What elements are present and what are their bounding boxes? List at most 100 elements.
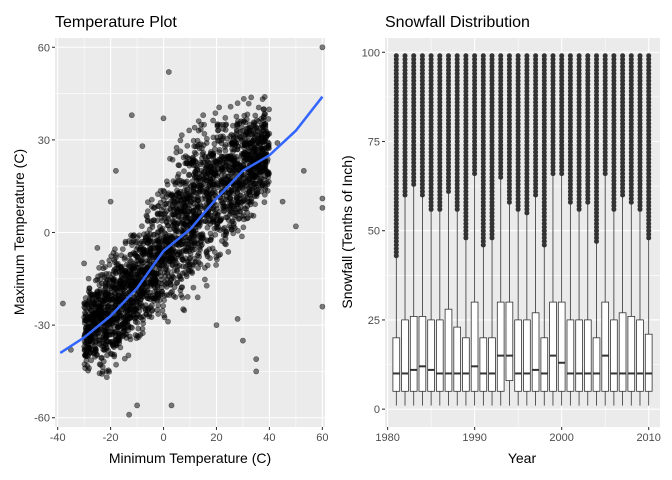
- scatter-point: [260, 106, 267, 113]
- scatter-point: [195, 118, 202, 124]
- scatter-point: [217, 133, 224, 140]
- scatter-point: [174, 279, 181, 286]
- scatter-point: [261, 176, 267, 183]
- scatter-point: [232, 206, 239, 213]
- scatter-point: [230, 153, 237, 160]
- left-y-tick-label: 0: [44, 228, 50, 240]
- scatter-point: [207, 178, 214, 185]
- scatter-point: [266, 106, 272, 113]
- scatter-point: [265, 142, 272, 149]
- box-iqr: [496, 301, 505, 392]
- scatter-point: [254, 163, 261, 170]
- scatter-point: [246, 198, 252, 205]
- scatter-point: [300, 167, 307, 174]
- scatter-point: [119, 246, 126, 252]
- scatter-point: [219, 160, 226, 167]
- scatter-point: [60, 300, 66, 307]
- scatter-point: [125, 279, 132, 285]
- scatter-point: [197, 261, 204, 268]
- scatter-point: [177, 137, 184, 144]
- scatter-point: [195, 265, 201, 271]
- scatter-point: [172, 248, 179, 255]
- scatter-point: [164, 222, 171, 229]
- box-iqr: [566, 319, 575, 392]
- scatter-point: [85, 324, 92, 331]
- scatter-point: [240, 162, 247, 168]
- box-iqr: [592, 337, 601, 392]
- scatter-point: [164, 214, 171, 221]
- box-iqr: [644, 333, 653, 392]
- left-y-tick-label: 30: [38, 135, 50, 147]
- scatter-point: [134, 402, 140, 409]
- box-iqr: [627, 315, 636, 392]
- scatter-point: [130, 232, 137, 239]
- outlier-point: [480, 53, 486, 59]
- box-iqr: [557, 301, 566, 392]
- scatter-point: [115, 310, 122, 317]
- scatter-point: [115, 324, 121, 331]
- scatter-point: [194, 203, 201, 210]
- box-iqr: [549, 301, 557, 392]
- outlier-point: [489, 53, 495, 59]
- scatter-point: [82, 365, 89, 371]
- scatter-point: [179, 256, 186, 263]
- outlier-point: [393, 53, 399, 59]
- box-iqr: [409, 315, 418, 392]
- left-y-tick-label: 60: [38, 42, 50, 54]
- scatter-point: [143, 292, 150, 299]
- scatter-point: [227, 103, 234, 110]
- outlier-point: [602, 53, 608, 59]
- scatter-point: [115, 337, 121, 344]
- scatter-point: [181, 204, 188, 211]
- box-iqr: [462, 337, 470, 392]
- scatter-point: [239, 184, 246, 191]
- scatter-point: [198, 145, 205, 152]
- scatter-point: [241, 157, 248, 164]
- scatter-point: [165, 273, 172, 280]
- right-y-tick-label: 50: [368, 226, 380, 238]
- outlier-point: [437, 53, 443, 59]
- left-gridlines: [55, 38, 325, 427]
- scatter-point: [148, 245, 154, 251]
- left-y-axis-title: Maximum Temperature (C): [11, 149, 27, 315]
- right-x-tick-label: 2010: [636, 432, 660, 444]
- scatter-point: [170, 178, 177, 184]
- scatter-point: [145, 279, 152, 286]
- left-x-tick-label: 60: [316, 432, 328, 444]
- scatter-point: [225, 248, 232, 255]
- scatter-point: [154, 291, 160, 297]
- scatter-point: [260, 123, 266, 129]
- outlier-point: [506, 53, 512, 59]
- scatter-point: [163, 283, 170, 290]
- scatter-point: [108, 253, 115, 259]
- scatter-point: [99, 259, 105, 266]
- scatter-point: [95, 305, 102, 312]
- scatter-point: [259, 96, 266, 102]
- scatter-point: [106, 261, 113, 268]
- scatter-point: [210, 117, 216, 124]
- scatter-point: [108, 307, 115, 314]
- scatter-point: [177, 148, 184, 155]
- scatter-point: [179, 270, 186, 277]
- scatter-point: [126, 307, 133, 314]
- scatter-point: [192, 150, 199, 157]
- scatter-point: [109, 342, 116, 348]
- scatter-point: [222, 235, 229, 242]
- scatter-point: [192, 227, 199, 234]
- scatter-point: [102, 296, 108, 302]
- scatter-point: [155, 311, 162, 317]
- scatter-point: [217, 251, 224, 258]
- box-iqr: [453, 326, 461, 392]
- scatter-point: [168, 192, 175, 199]
- scatter-point: [137, 292, 144, 299]
- scatter-point: [124, 319, 131, 325]
- box-iqr: [392, 337, 401, 392]
- scatter-point: [198, 238, 205, 244]
- scatter-point: [92, 277, 99, 284]
- scatter-point: [191, 255, 198, 262]
- scatter-point: [221, 207, 227, 214]
- scatter-point: [123, 331, 130, 338]
- scatter-point: [184, 154, 191, 161]
- left-scatter-points: [60, 44, 326, 418]
